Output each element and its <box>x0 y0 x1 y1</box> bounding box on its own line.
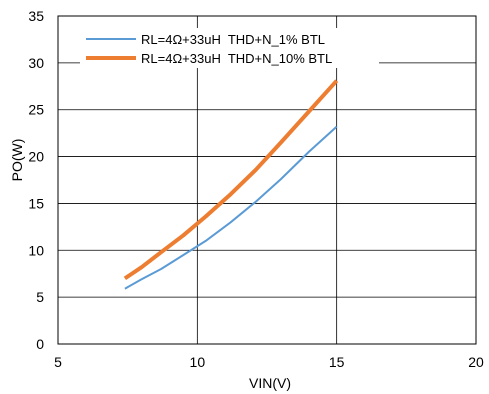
series-line-2 <box>123 79 339 281</box>
y-tick-labels: 0 5 10 15 20 25 30 35 <box>28 8 44 352</box>
y-tick-label: 20 <box>28 149 44 165</box>
legend: RL=4Ω+33uH THD+N_1% BTL RL=4Ω+33uH THD+N… <box>80 28 379 68</box>
plot-frame <box>57 15 477 345</box>
x-tick-label: 15 <box>329 354 345 370</box>
y-axis-title: PO(W) <box>9 139 25 182</box>
x-tick-label: 20 <box>468 354 484 370</box>
x-tick-label: 10 <box>190 354 206 370</box>
series-lines <box>123 79 339 290</box>
legend-label-series-1: RL=4Ω+33uH THD+N_1% BTL <box>141 32 325 47</box>
y-tick-label: 0 <box>36 336 44 352</box>
y-tick-label: 30 <box>28 55 44 71</box>
plot-area <box>58 16 476 344</box>
y-tick-label: 5 <box>36 289 44 305</box>
series-line-1 <box>124 125 338 290</box>
x-axis-title: VIN(V) <box>249 375 291 391</box>
x-tick-labels: 5 10 15 20 <box>54 354 484 370</box>
y-tick-label: 25 <box>28 102 44 118</box>
y-tick-label: 15 <box>28 195 44 211</box>
y-tick-label: 10 <box>28 242 44 258</box>
legend-box <box>80 28 379 68</box>
legend-label-series-2: RL=4Ω+33uH THD+N_10% BTL <box>141 51 332 66</box>
x-tick-label: 5 <box>54 354 62 370</box>
y-tick-label: 35 <box>28 8 44 24</box>
